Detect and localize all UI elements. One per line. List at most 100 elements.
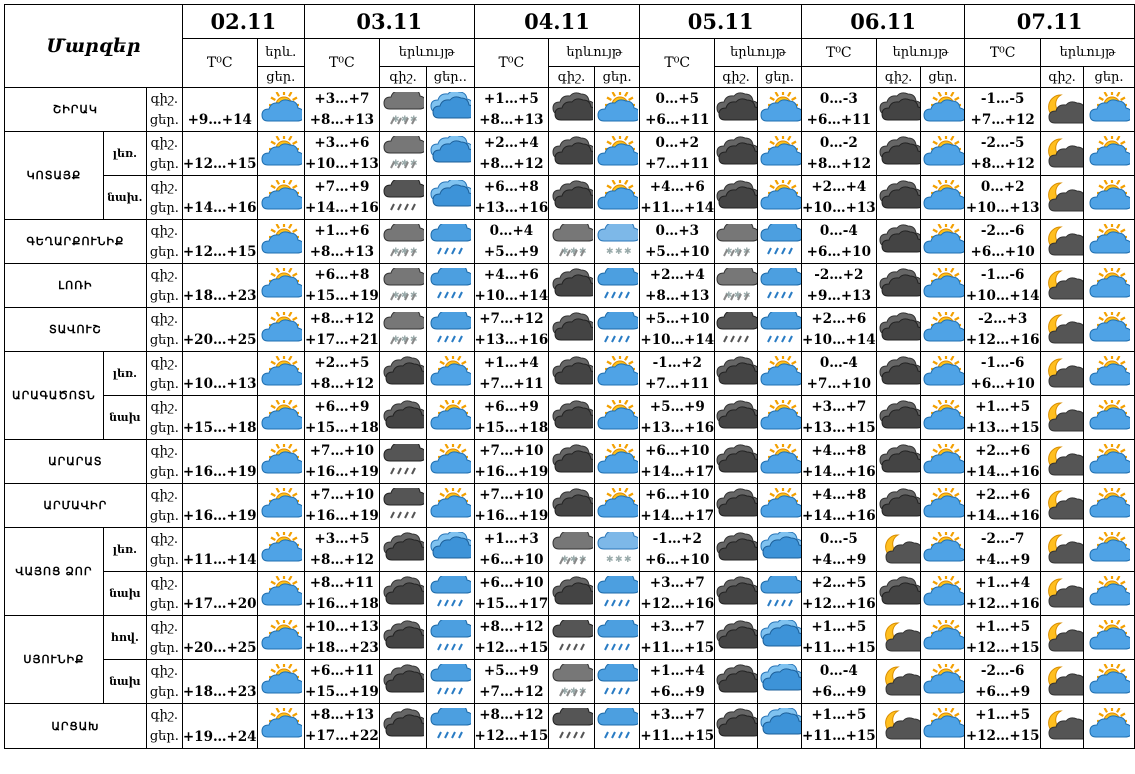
weather-icon-cell — [920, 483, 966, 528]
weather-icon-cell — [757, 659, 802, 704]
weather-icon-cell — [426, 483, 475, 528]
svg-text:✱: ✱ — [392, 247, 400, 257]
cloud-rain-snow-icon: ✱✱✱ — [716, 223, 757, 257]
weather-icon-cell — [714, 175, 759, 220]
temperature-cell: +4…+8 +14…+16 — [800, 439, 877, 484]
weather-icon-cell: ✱✱✱ — [714, 219, 759, 264]
weather-icon-cell — [426, 219, 475, 264]
sunny-cloud-icon — [430, 443, 472, 473]
sunny-cloud-icon — [923, 708, 964, 738]
time-of-day: գիշ. ցեր. — [145, 703, 183, 749]
weather-icon-cell — [426, 659, 475, 704]
temperature-cell: +8…+12 +12…+15 — [473, 703, 550, 749]
temperature-cell: +8…+13 +17…+22 — [303, 703, 380, 749]
svg-text:✱: ✱ — [392, 335, 400, 345]
weather-icon-cell — [714, 87, 759, 132]
weather-icon-cell — [548, 483, 595, 528]
day-temperature: +6…+11 — [806, 111, 871, 128]
sunny-cloud-icon — [1089, 708, 1131, 738]
dark-cloud-icon — [879, 443, 920, 472]
dark-cloud-icon — [879, 179, 920, 208]
dark-cloud-icon — [716, 443, 757, 472]
cloud-rain-snow-icon: ✱✱✱ — [716, 267, 757, 301]
night-temperature: -1…-6 — [980, 354, 1025, 371]
cloud-blue-icon — [430, 135, 472, 162]
dark-cloud-icon — [552, 487, 593, 516]
weather-icon-cell — [757, 175, 802, 220]
temp-header: T⁰C — [473, 38, 550, 88]
cloud-blue-icon — [760, 531, 801, 558]
weather-icon-cell — [378, 439, 428, 484]
day-label: ցեր. — [149, 729, 179, 744]
dark-cloud-icon — [716, 135, 757, 164]
night-label: գիշ. — [150, 355, 179, 371]
sunny-cloud-icon — [923, 619, 964, 649]
day-temperature: +19…+24 — [182, 729, 257, 745]
dark-cloud-icon — [879, 575, 920, 604]
weather-icon-cell — [714, 483, 759, 528]
temperature-cell: +20…+25 — [181, 307, 258, 352]
day-temperature: +11…+15 — [801, 728, 876, 744]
night-temperature: 0…-2 — [819, 134, 858, 151]
weather-icon-cell — [378, 615, 428, 660]
region-name: ԱՐԱԳԱԾՈՏՆ — [4, 351, 104, 440]
region-row: ԼՈՌԻգիշ.ցեր.+18…+23+6…+8+15…+19✱✱✱+4…+6+… — [4, 263, 1135, 308]
sunny-cloud-icon — [923, 267, 964, 297]
day-label: ցեր. — [149, 552, 179, 568]
night-label: գիշ. — [150, 663, 179, 679]
region-row: ՎԱՅՈՑ ՁՈՐ լեռ. գիշ. ցեր. +11…+14 +3…+5 +8…+12 +… — [4, 527, 1135, 616]
cloud-blue-icon — [430, 531, 472, 558]
temperature-cell: +1…+5 +12…+15 — [964, 615, 1042, 660]
sunny-cloud-icon — [923, 575, 964, 605]
temperature-cell: +8…+11 +16…+18 — [303, 571, 380, 616]
cloud-blue-icon — [430, 179, 472, 206]
night-temperature: +3…+7 — [314, 90, 370, 107]
weather-icon-cell — [757, 307, 802, 352]
night-temperature: +1…+5 — [975, 618, 1031, 635]
temperature-cell: +4…+6 +11…+14 — [639, 175, 716, 220]
time-of-day: գիշ. ցեր. — [145, 175, 183, 220]
phenomenon-header: երևույթ — [714, 38, 802, 67]
sunny-cloud-icon — [923, 443, 964, 473]
night-temperature: +7…+12 — [479, 310, 544, 327]
svg-text:✱: ✱ — [401, 335, 409, 345]
moon-cloud-icon — [1048, 489, 1083, 519]
day-label: ցեր. — [149, 244, 179, 260]
day-temperature: +15…+18 — [474, 419, 549, 436]
sunny-cloud-icon — [1089, 135, 1131, 165]
dark-cloud-rain-icon — [383, 443, 425, 474]
day-temperature: +6…+9 — [975, 683, 1031, 700]
day-temperature: +12…+16 — [640, 595, 715, 612]
sunny-cloud-icon — [261, 91, 302, 121]
day-temperature: +8…+13 — [479, 111, 544, 128]
sunny-cloud-icon — [760, 91, 801, 121]
night-temperature: +3…+7 — [811, 398, 867, 415]
weather-icon-cell — [1083, 395, 1135, 440]
region-row: նախ. գիշ. ցեր. +14…+16 +7…+9 +14…+16 +6…+8 +13…… — [5, 175, 1135, 220]
weather-icon-cell — [548, 615, 595, 660]
temperature-cell: +4…+6 +10…+14 — [473, 263, 550, 308]
sunny-cloud-icon — [430, 355, 472, 385]
weather-icon-cell — [920, 131, 966, 176]
weather-icon-cell — [1040, 571, 1085, 616]
night-temperature: +6…+8 — [314, 266, 370, 283]
night-temperature: +2…+5 — [314, 354, 370, 371]
region-name: ԳԵՂԱՐՔՈՒՆԻՔ — [4, 219, 147, 264]
cloud-rain-snow-icon: ✱✱✱ — [383, 267, 425, 301]
night-temperature: +1…+5 — [975, 398, 1031, 415]
weather-icon-cell — [714, 615, 759, 660]
day-header: ցեր. — [757, 66, 802, 88]
time-of-day: գիշ. ցեր. — [145, 615, 183, 660]
region-name: ՍՅՈՒՆԻՔ — [4, 615, 104, 704]
dark-cloud-rain-icon — [383, 179, 425, 210]
dark-cloud-icon — [383, 399, 425, 428]
cloud-blue-rain-icon — [760, 311, 801, 342]
night-header: գիշ. — [378, 66, 428, 88]
day-temperature: +14…+17 — [640, 507, 715, 524]
temperature-cell: +2…+6 +14…+16 — [964, 439, 1042, 484]
day-temperature: +8…+12 — [806, 155, 871, 172]
sub-area-label: լեռ. — [102, 131, 147, 176]
moon-cloud-icon — [884, 665, 920, 695]
svg-text:✱: ✱ — [734, 291, 742, 301]
day-temperature: +14…+16 — [801, 507, 876, 524]
